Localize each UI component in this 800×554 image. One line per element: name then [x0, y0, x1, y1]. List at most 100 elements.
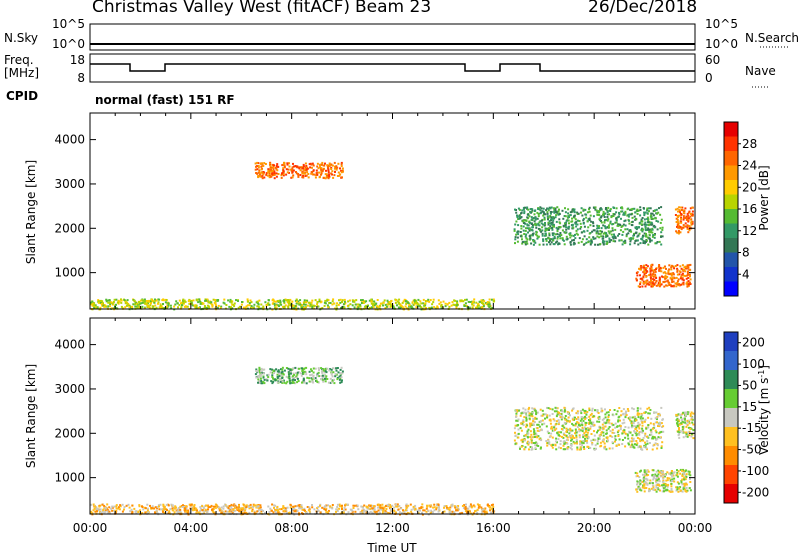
echo-cell	[592, 225, 595, 227]
echo-cell	[650, 267, 653, 270]
echo-cell	[563, 426, 566, 429]
echo-cell	[580, 440, 583, 443]
echo-cell	[638, 232, 641, 235]
echo-cell	[293, 508, 296, 511]
echo-cell	[672, 285, 675, 288]
echo-cell	[632, 425, 635, 428]
echo-cell	[680, 481, 683, 484]
echo-cell	[341, 372, 344, 375]
echo-cell	[589, 414, 592, 416]
echo-cell	[649, 221, 652, 224]
echo-cell	[177, 507, 180, 509]
echo-cell	[272, 166, 275, 169]
echo-cell	[615, 211, 618, 214]
echo-cell	[559, 237, 562, 240]
echo-cell	[664, 475, 666, 478]
echo-cell	[543, 224, 546, 227]
echo-cell	[565, 434, 568, 437]
echo-cell	[661, 228, 664, 231]
echo-cell	[173, 305, 176, 308]
echo-cell	[554, 211, 557, 214]
echo-cell	[149, 300, 152, 303]
echo-cell	[634, 428, 637, 430]
echo-cell	[581, 238, 584, 241]
echo-cell	[257, 376, 260, 379]
echo-cell	[169, 508, 172, 511]
echo-cell	[682, 226, 685, 229]
echo-cell	[258, 169, 261, 172]
echo-cell	[492, 506, 495, 508]
echo-cell	[442, 300, 445, 303]
echo-cell	[321, 371, 324, 374]
echo-cell	[647, 224, 650, 227]
echo-cell	[589, 242, 592, 245]
echo-cell	[692, 429, 695, 432]
echo-cell	[303, 507, 306, 510]
echo-cell	[395, 503, 398, 506]
echo-cell	[379, 506, 382, 509]
echo-cell	[632, 439, 635, 442]
echo-cell	[576, 219, 579, 222]
echo-cell	[568, 214, 571, 217]
echo-cell	[271, 368, 274, 371]
echo-cell	[272, 299, 275, 302]
echo-cell	[309, 512, 312, 514]
echo-cell	[619, 419, 621, 422]
echo-cell	[629, 243, 632, 246]
echo-cell	[601, 409, 604, 412]
echo-cell	[654, 273, 657, 276]
echo-cell	[481, 305, 484, 308]
echo-cell	[270, 169, 272, 172]
echo-cell	[301, 368, 304, 371]
echo-cell	[385, 305, 388, 308]
echo-cell	[529, 210, 532, 213]
echo-cell	[526, 238, 529, 241]
echo-cell	[535, 417, 538, 420]
echo-cell	[607, 411, 610, 414]
echo-cell	[304, 162, 307, 165]
echo-cell	[548, 435, 551, 438]
echo-cell	[201, 509, 204, 512]
echo-cell	[539, 206, 542, 209]
echo-cell	[530, 413, 533, 416]
echo-cell	[274, 378, 277, 381]
echo-cell	[519, 235, 522, 238]
echo-cell	[303, 172, 306, 175]
echo-cell	[655, 411, 658, 414]
echo-cell	[586, 411, 589, 413]
echo-cell	[302, 163, 305, 166]
echo-cell	[287, 304, 290, 307]
echo-cell	[562, 217, 565, 220]
echo-cell	[632, 437, 635, 440]
echo-cell	[514, 208, 516, 211]
echo-cell	[643, 484, 646, 487]
echo-cell	[686, 226, 689, 229]
echo-cell	[682, 274, 685, 277]
echo-cell	[643, 232, 646, 235]
echo-cell	[664, 474, 667, 477]
echo-cell	[557, 411, 559, 414]
echo-cell	[437, 510, 440, 513]
echo-cell	[675, 419, 678, 422]
echo-cell	[599, 209, 601, 212]
echo-cell	[94, 510, 97, 513]
echo-cell	[260, 303, 263, 306]
echo-cell	[627, 232, 630, 235]
echo-cell	[334, 375, 337, 378]
echo-cell	[174, 505, 177, 508]
echo-cell	[655, 484, 658, 487]
echo-cell	[614, 426, 617, 429]
echo-cell	[220, 305, 223, 308]
echo-cell	[570, 434, 573, 437]
echo-cell	[432, 298, 435, 301]
echo-cell	[626, 433, 629, 436]
echo-cell	[154, 512, 157, 515]
echo-cell	[612, 215, 615, 217]
echo-cell	[643, 411, 646, 414]
echo-cell	[323, 508, 326, 511]
echo-cell	[419, 300, 422, 303]
echo-cell	[673, 277, 676, 280]
echo-cell	[173, 507, 176, 510]
echo-cell	[120, 301, 123, 304]
echo-cell	[300, 374, 303, 377]
